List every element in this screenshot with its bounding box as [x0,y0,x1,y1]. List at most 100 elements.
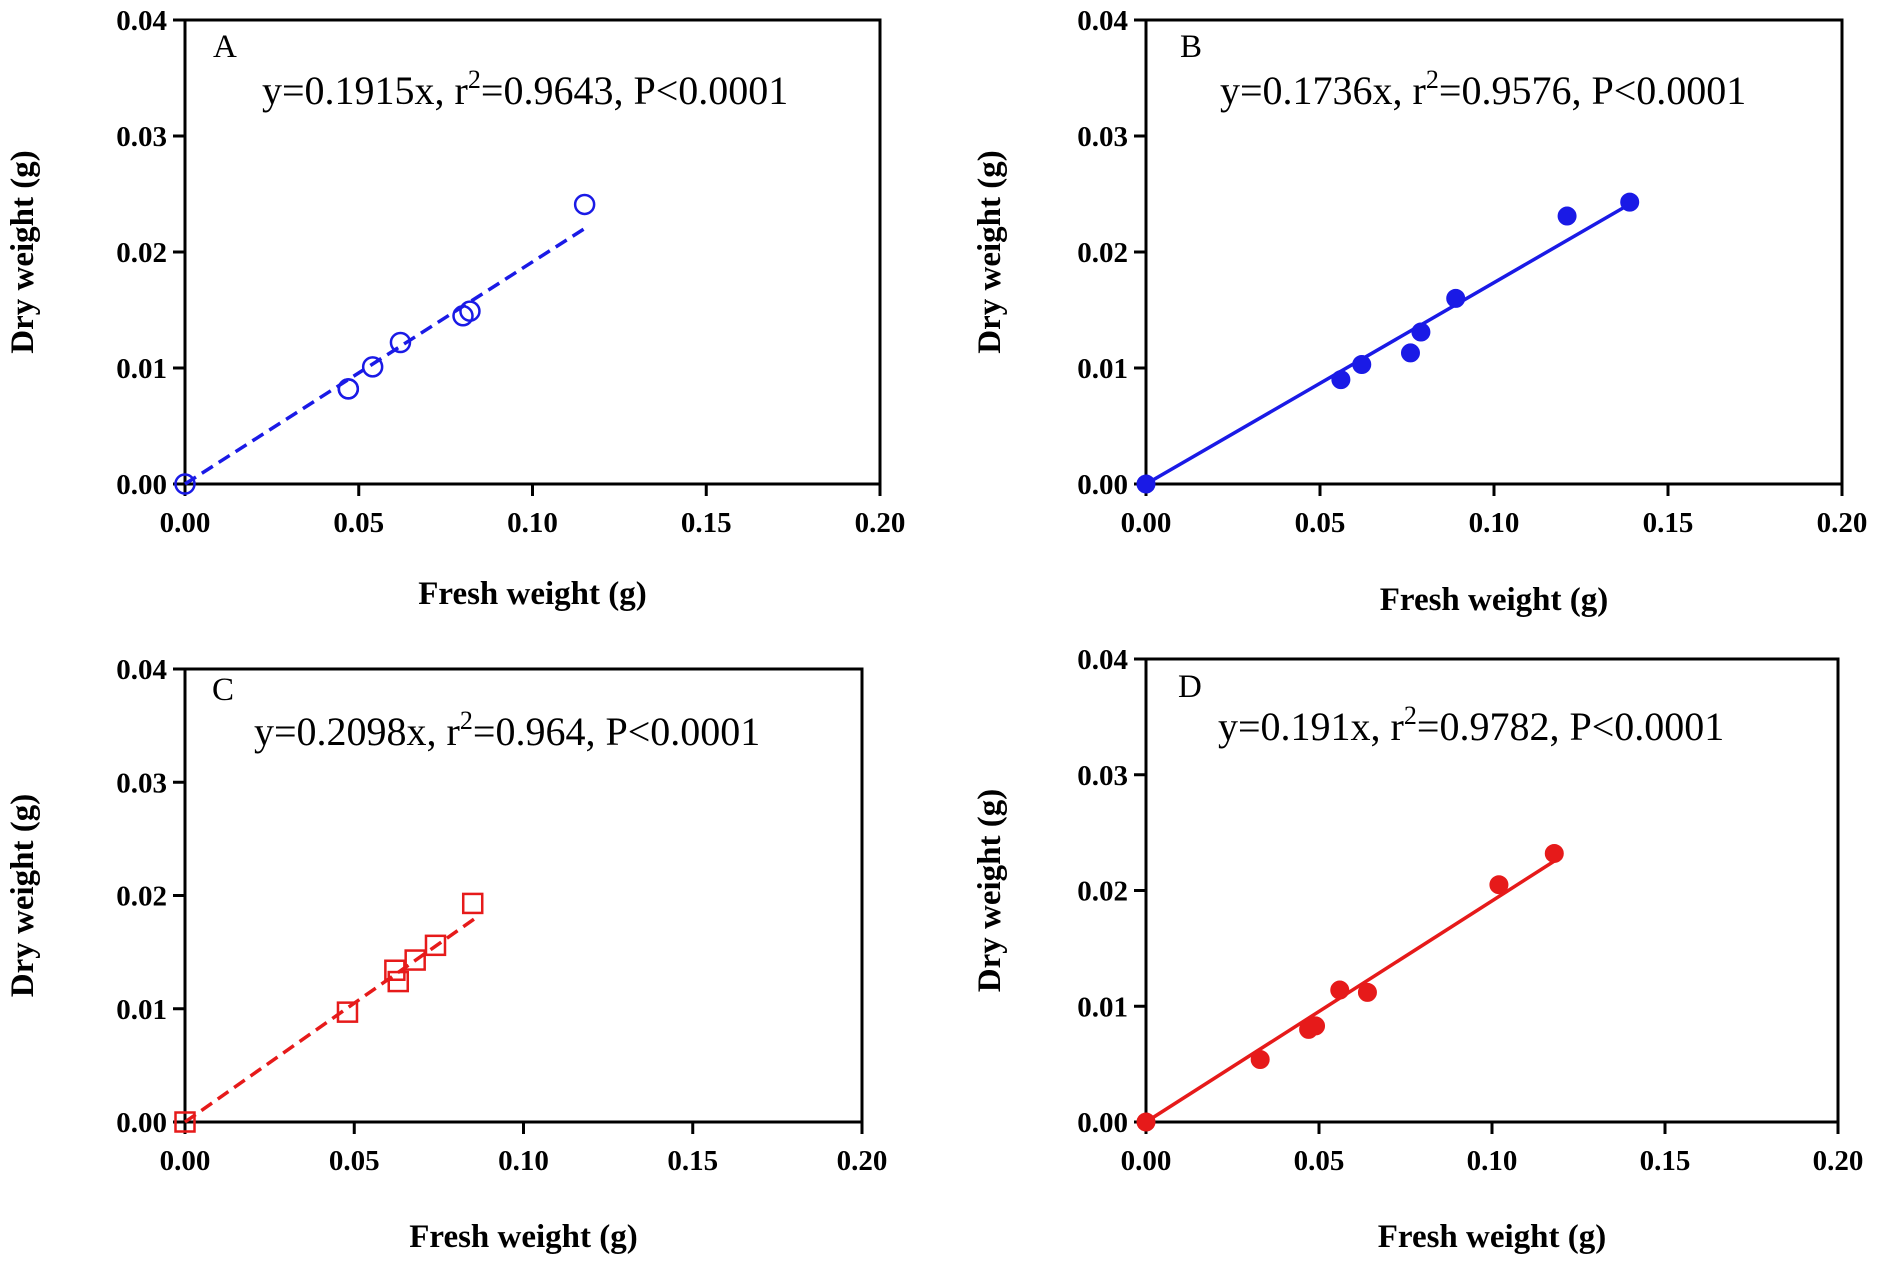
x-tick-label: 0.15 [1640,1145,1691,1177]
data-point [459,300,481,322]
panel-label: D [1178,669,1202,705]
x-tick-label: 0.00 [160,507,211,539]
data-point [404,949,426,971]
regression-equation: y=0.1736x, r2=0.9576, P<0.0001 [1220,65,1746,113]
x-tick-label: 0.10 [507,507,558,539]
data-point [1330,980,1350,1000]
data-point [1306,1016,1326,1036]
x-tick-label: 0.20 [1813,1145,1864,1177]
x-tick-label: 0.05 [1295,507,1346,539]
y-tick-label: 0.01 [116,994,167,1026]
x-tick-label: 0.10 [498,1145,549,1177]
y-tick-label: 0.03 [1077,121,1128,153]
y-tick-label: 0.02 [116,881,167,913]
equation-text: y=0.1915x, r [262,68,468,113]
x-tick-label: 0.20 [837,1145,888,1177]
data-point [361,356,384,378]
y-tick-label: 0.01 [1077,353,1128,385]
regression-line [1145,857,1559,1124]
regression-equation: y=0.2098x, r2=0.964, P<0.0001 [254,706,760,754]
x-tick-label: 0.05 [333,507,384,539]
x-tick-label: 0.00 [160,1145,211,1177]
x-tick-label: 0.15 [681,507,732,539]
data-point [461,892,484,915]
equation-text: y=0.1736x, r [1220,68,1426,113]
y-tick-label: 0.04 [1077,644,1128,676]
x-tick-label: 0.05 [1294,1145,1345,1177]
y-tick-label: 0.00 [1077,1107,1128,1139]
data-point [387,970,410,993]
y-axis-title: Dry weight (g) [972,789,1008,992]
data-point [337,378,360,400]
x-tick-label: 0.00 [1121,1145,1172,1177]
y-axis-title: Dry weight (g) [972,150,1008,353]
data-point [1411,322,1431,342]
x-tick-label: 0.20 [1817,507,1868,539]
data-point [1331,370,1351,390]
data-point [1620,192,1640,212]
regression-line [184,224,590,486]
chart-panel-a: 0.00 0.05 0.10 0.15 0.20 0.00 0.01 0.02 0.03 0.04… [5,5,905,612]
y-tick-label: 0.00 [116,469,167,501]
data-point [1357,982,1377,1002]
data-point [573,193,596,216]
y-tick-label: 0.00 [116,1107,167,1139]
r-squared-value: =0.9576, P<0.0001 [1439,68,1746,113]
r-squared-exponent: 2 [1404,701,1417,730]
panel-label: A [213,29,237,65]
regression-equation: y=0.1915x, r2=0.9643, P<0.0001 [262,65,788,113]
y-tick-label: 0.00 [1077,469,1128,501]
r-squared-exponent: 2 [1426,65,1439,94]
data-point [174,473,196,495]
x-axis-title: Fresh weight (g) [1378,1219,1607,1255]
y-tick-label: 0.01 [1077,991,1128,1023]
data-point [424,934,447,957]
chart-panel-b: 0.00 0.05 0.10 0.15 0.20 0.00 0.01 0.02 0.03 0.04… [972,5,1867,618]
r-squared-value: =0.9643, P<0.0001 [481,68,788,113]
data-point [336,1001,359,1023]
equation-text: y=0.191x, r [1218,704,1404,749]
r-squared-value: =0.964, P<0.0001 [473,709,760,754]
data-point [1136,1112,1156,1132]
data-point [1250,1049,1270,1069]
data-point [1136,474,1156,494]
r-squared-exponent: 2 [460,706,473,735]
data-point [1489,875,1509,895]
equation-text: y=0.2098x, r [254,709,460,754]
y-tick-label: 0.03 [1077,760,1128,792]
y-tick-label: 0.02 [1077,876,1128,908]
panel-label: C [212,672,234,708]
data-point [1557,206,1577,226]
r-squared-value: =0.9782, P<0.0001 [1417,704,1724,749]
data-point [1544,843,1564,863]
regression-line [183,916,478,1124]
y-tick-label: 0.03 [116,121,167,153]
y-tick-label: 0.04 [116,654,167,686]
x-tick-label: 0.00 [1121,507,1172,539]
x-tick-label: 0.10 [1469,507,1520,539]
y-tick-label: 0.02 [1077,237,1128,269]
y-tick-label: 0.04 [1077,5,1128,37]
data-point [389,331,412,354]
y-tick-label: 0.01 [116,353,167,385]
chart-panel-c: 0.00 0.05 0.10 0.15 0.20 0.00 0.01 0.02 0.03 0.04… [5,654,887,1255]
x-tick-label: 0.15 [1643,507,1694,539]
x-axis-title: Fresh weight (g) [409,1219,638,1255]
x-tick-label: 0.05 [329,1145,380,1177]
data-point [1352,355,1372,375]
x-tick-label: 0.10 [1467,1145,1518,1177]
y-tick-label: 0.04 [116,5,167,37]
y-tick-label: 0.02 [116,237,167,269]
r-squared-exponent: 2 [468,65,481,94]
data-point [1446,288,1466,308]
chart-panel-d: 0.00 0.05 0.10 0.15 0.20 0.00 0.01 0.02 0.03 0.04… [972,644,1863,1255]
x-tick-label: 0.15 [667,1145,718,1177]
data-point [174,1111,196,1133]
regression-line [1145,202,1631,486]
x-axis-title: Fresh weight (g) [418,576,647,612]
x-tick-label: 0.20 [855,507,906,539]
regression-equation: y=0.191x, r2=0.9782, P<0.0001 [1218,701,1724,749]
y-tick-label: 0.03 [116,767,167,799]
x-axis-title: Fresh weight (g) [1380,582,1609,618]
